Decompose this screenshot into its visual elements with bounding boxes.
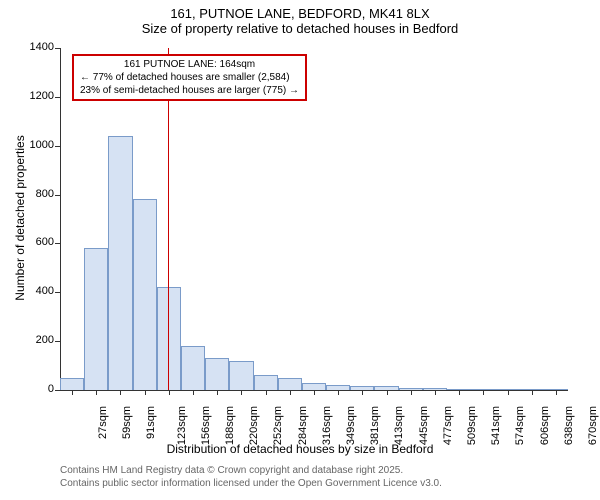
- x-tick-label: 381sqm: [369, 406, 381, 445]
- x-tick-label: 477sqm: [442, 406, 454, 445]
- x-tick-label: 220sqm: [248, 406, 260, 445]
- x-tick-label: 284sqm: [297, 406, 309, 445]
- x-tick: [72, 390, 73, 395]
- chart-container: 161, PUTNOE LANE, BEDFORD, MK41 8LX Size…: [0, 0, 600, 500]
- histogram-bar: [133, 199, 157, 390]
- histogram-bar: [108, 136, 132, 390]
- x-tick: [145, 390, 146, 395]
- histogram-bar: [254, 375, 278, 390]
- x-tick-label: 252sqm: [273, 406, 285, 445]
- annotation-line3: 23% of semi-detached houses are larger (…: [80, 84, 299, 97]
- x-tick-label: 188sqm: [224, 406, 236, 445]
- x-tick: [556, 390, 557, 395]
- x-tick: [193, 390, 194, 395]
- x-tick-label: 413sqm: [394, 406, 406, 445]
- footer-line1: Contains HM Land Registry data © Crown c…: [60, 464, 442, 477]
- x-tick: [217, 390, 218, 395]
- y-tick-label: 1200: [18, 90, 54, 102]
- x-tick: [508, 390, 509, 395]
- y-tick: [55, 97, 60, 98]
- x-tick: [96, 390, 97, 395]
- y-tick: [55, 243, 60, 244]
- x-tick: [459, 390, 460, 395]
- chart-subtitle: Size of property relative to detached ho…: [0, 21, 600, 40]
- y-tick: [55, 390, 60, 391]
- x-tick: [314, 390, 315, 395]
- x-tick: [338, 390, 339, 395]
- x-tick-label: 349sqm: [345, 406, 357, 445]
- y-tick-label: 400: [18, 285, 54, 297]
- x-tick-label: 638sqm: [563, 406, 575, 445]
- histogram-bar: [84, 248, 108, 390]
- x-tick: [241, 390, 242, 395]
- x-tick-label: 316sqm: [321, 406, 333, 445]
- x-tick-label: 509sqm: [466, 406, 478, 445]
- x-tick-label: 156sqm: [200, 406, 212, 445]
- y-tick: [55, 292, 60, 293]
- x-tick: [483, 390, 484, 395]
- chart-title: 161, PUTNOE LANE, BEDFORD, MK41 8LX: [0, 0, 600, 21]
- x-tick: [120, 390, 121, 395]
- y-tick-label: 1400: [18, 41, 54, 53]
- x-tick-label: 445sqm: [418, 406, 430, 445]
- x-tick: [290, 390, 291, 395]
- x-tick-label: 670sqm: [587, 406, 599, 445]
- y-tick: [55, 146, 60, 147]
- y-tick-label: 200: [18, 334, 54, 346]
- footer-line2: Contains public sector information licen…: [60, 477, 442, 490]
- y-tick-label: 0: [18, 383, 54, 395]
- x-tick-label: 541sqm: [490, 406, 502, 445]
- y-tick-label: 1000: [18, 139, 54, 151]
- y-tick: [55, 341, 60, 342]
- histogram-bar: [181, 346, 205, 390]
- y-tick-label: 800: [18, 188, 54, 200]
- x-tick-label: 123sqm: [176, 406, 188, 445]
- x-tick-label: 27sqm: [97, 406, 109, 439]
- x-tick: [266, 390, 267, 395]
- x-tick: [362, 390, 363, 395]
- histogram-bar: [60, 378, 84, 390]
- x-tick-label: 606sqm: [539, 406, 551, 445]
- x-tick-label: 574sqm: [514, 406, 526, 445]
- y-axis-line: [60, 48, 61, 390]
- x-tick: [411, 390, 412, 395]
- x-tick-label: 91sqm: [146, 406, 158, 439]
- x-tick: [532, 390, 533, 395]
- footer-text: Contains HM Land Registry data © Crown c…: [60, 464, 442, 490]
- y-tick: [55, 48, 60, 49]
- annotation-line2: ← 77% of detached houses are smaller (2,…: [80, 71, 299, 84]
- x-tick: [169, 390, 170, 395]
- x-tick: [435, 390, 436, 395]
- x-tick: [387, 390, 388, 395]
- annotation-line1: 161 PUTNOE LANE: 164sqm: [80, 58, 299, 71]
- y-tick: [55, 195, 60, 196]
- histogram-bar: [205, 358, 229, 390]
- histogram-bar: [278, 378, 302, 390]
- annotation-box: 161 PUTNOE LANE: 164sqm ← 77% of detache…: [72, 54, 307, 101]
- x-tick-label: 59sqm: [121, 406, 133, 439]
- y-tick-label: 600: [18, 236, 54, 248]
- histogram-bar: [302, 383, 326, 390]
- histogram-bar: [229, 361, 253, 390]
